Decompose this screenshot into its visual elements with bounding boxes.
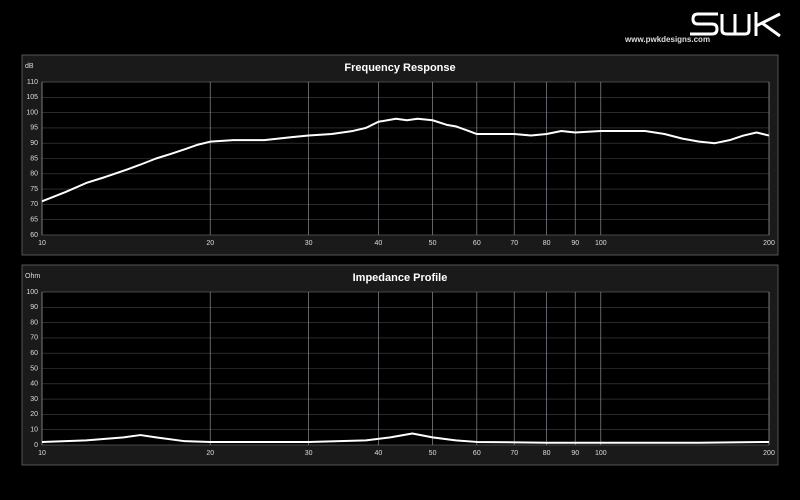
y-tick-label: 65 (30, 217, 38, 224)
logo (690, 12, 781, 38)
x-tick-label: 80 (543, 240, 551, 247)
x-tick-label: 70 (510, 240, 518, 247)
x-tick-label: 90 (571, 450, 579, 457)
y-tick-label: 90 (30, 304, 38, 311)
x-tick-label: 30 (305, 240, 313, 247)
chart-title: Frequency Response (344, 62, 455, 74)
x-tick-label: 20 (206, 240, 214, 247)
x-tick-label: 200 (763, 240, 775, 247)
x-tick-label: 60 (473, 240, 481, 247)
website: www.pwkdesigns.com (624, 35, 710, 44)
y-tick-label: 95 (30, 125, 38, 132)
x-tick-label: 40 (375, 450, 383, 457)
y-tick-label: 85 (30, 155, 38, 162)
x-tick-label: 60 (473, 450, 481, 457)
x-tick-label: 100 (595, 450, 607, 457)
y-tick-label: 110 (27, 79, 38, 86)
x-tick-label: 10 (38, 450, 46, 457)
x-tick-label: 30 (305, 450, 313, 457)
x-tick-label: 20 (206, 450, 214, 457)
y-tick-label: 100 (26, 289, 38, 296)
data-line (41, 432, 770, 444)
y-tick-label: 70 (30, 335, 38, 342)
y-tick-label: 90 (30, 140, 38, 147)
y-tick-label: 40 (30, 381, 38, 388)
x-tick-label: 50 (429, 240, 437, 247)
y-tick-label: 75 (30, 186, 38, 193)
y-tick-label: 70 (30, 201, 38, 208)
x-tick-label: 100 (595, 240, 607, 247)
y-tick-label: 20 (30, 411, 38, 418)
x-tick-label: 200 (763, 450, 775, 457)
y-tick-label: 80 (30, 171, 38, 178)
y-tick-label: 10 (30, 427, 38, 434)
y-tick-label: 60 (30, 350, 38, 357)
y-tick-label: 80 (30, 319, 38, 326)
y-tick-label: 100 (26, 109, 38, 116)
y-tick-label: 30 (30, 396, 38, 403)
y-axis-label: dB (25, 63, 34, 70)
x-tick-label: 40 (375, 240, 383, 247)
y-tick-label: 60 (30, 232, 38, 239)
y-tick-label: 50 (30, 365, 38, 372)
x-tick-label: 70 (510, 450, 518, 457)
y-tick-label: 0 (34, 442, 38, 449)
data-line (41, 117, 770, 203)
y-tick-label: 105 (26, 94, 38, 101)
x-tick-label: 50 (429, 450, 437, 457)
chart-title: Impedance Profile (353, 272, 448, 284)
x-tick-label: 10 (38, 240, 46, 247)
x-tick-label: 80 (543, 450, 551, 457)
y-axis-label: Ohm (25, 273, 40, 280)
x-tick-label: 90 (571, 240, 579, 247)
